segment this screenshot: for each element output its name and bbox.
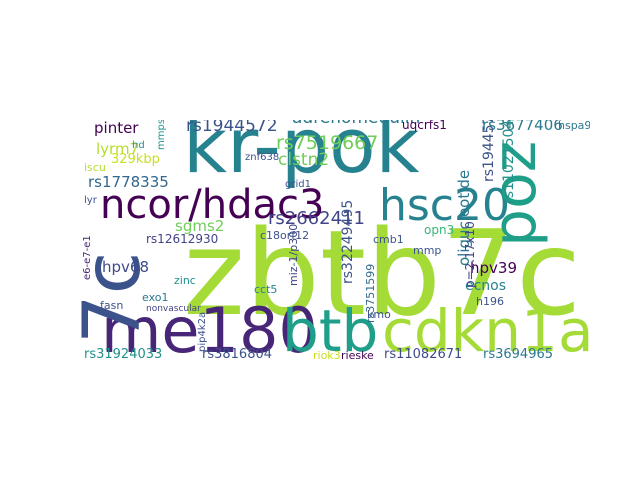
cloud-word: e6-e7-e1 <box>82 235 93 280</box>
cloud-word: lyr <box>84 195 97 206</box>
cloud-word: rs1944577 <box>481 120 497 182</box>
cloud-word: ncor/hdac3 <box>100 182 325 228</box>
cloud-word: hpv68 <box>102 258 149 276</box>
cloud-word: c18orf12 <box>260 229 310 242</box>
cloud-word: hd <box>132 140 145 151</box>
cloud-word: p=2.17x10 <box>463 221 477 288</box>
cloud-word: pinter <box>94 120 139 137</box>
cloud-word: rs32249495 <box>340 199 356 284</box>
cloud-word: kmo <box>367 308 391 321</box>
cloud-word: clstn2 <box>278 150 330 170</box>
cloud-word: lyrm7 <box>96 140 140 158</box>
cloud-word: hsc20 <box>379 180 510 231</box>
cloud-word: mmp <box>413 244 442 257</box>
cloud-word: znf638 <box>245 152 280 163</box>
cloud-word: rs7519667 <box>276 132 379 154</box>
cloud-word: rs11082671 <box>384 347 463 362</box>
cloud-word: 329kbp <box>111 152 160 167</box>
cloud-word: rs3677406 <box>482 120 563 134</box>
cloud-word: rs31924033 <box>84 347 163 362</box>
cloud-word: exo1 <box>142 291 169 304</box>
cloud-word: hpv39 <box>470 259 517 277</box>
cloud-word: zbtb7c <box>183 204 581 342</box>
cloud-word: adrenomedulin <box>292 120 420 127</box>
cloud-word: zinc <box>174 274 196 287</box>
cloud-word: kr-pok <box>183 120 420 190</box>
cloud-word: fasn <box>100 299 124 312</box>
word-cloud: kr-pok zbtb7c me180 btb cdkn1a ncor/hdac… <box>80 120 590 367</box>
cloud-word: iscu <box>84 161 106 174</box>
cloud-word: rs11021504 <box>501 120 517 204</box>
cloud-word: rs1778335 <box>88 173 169 191</box>
cloud-word: rieske <box>341 349 374 362</box>
cloud-word: rs12612930 <box>146 232 219 246</box>
cloud-word: uqcrfs1 <box>402 120 447 132</box>
cloud-word: cct5 <box>254 283 278 296</box>
cloud-word: h196 <box>476 295 504 308</box>
cloud-word: cdkn1a <box>382 297 590 365</box>
cloud-word: grid1 <box>285 179 311 190</box>
cloud-word: nonvascular <box>146 304 201 314</box>
cloud-word: rs1944572 <box>186 120 278 136</box>
cloud-word: pip4k2a <box>197 311 208 352</box>
cloud-word: ecnos <box>465 278 507 294</box>
cloud-word: hspa9 <box>558 120 590 132</box>
cloud-word: rs3694965 <box>483 347 554 362</box>
cloud-word: mmps-8 <box>156 120 167 150</box>
cloud-word: btb <box>282 297 379 365</box>
cloud-word: opn3 <box>424 223 455 237</box>
cloud-word: sgms2 <box>175 217 225 235</box>
cloud-word: me180 <box>101 294 318 367</box>
cloud-word: rs2662411 <box>268 208 365 229</box>
cloud-word: riok3 <box>313 349 341 362</box>
cloud-word: rs3816804 <box>202 347 273 362</box>
cloud-word: cmb1 <box>373 233 404 246</box>
